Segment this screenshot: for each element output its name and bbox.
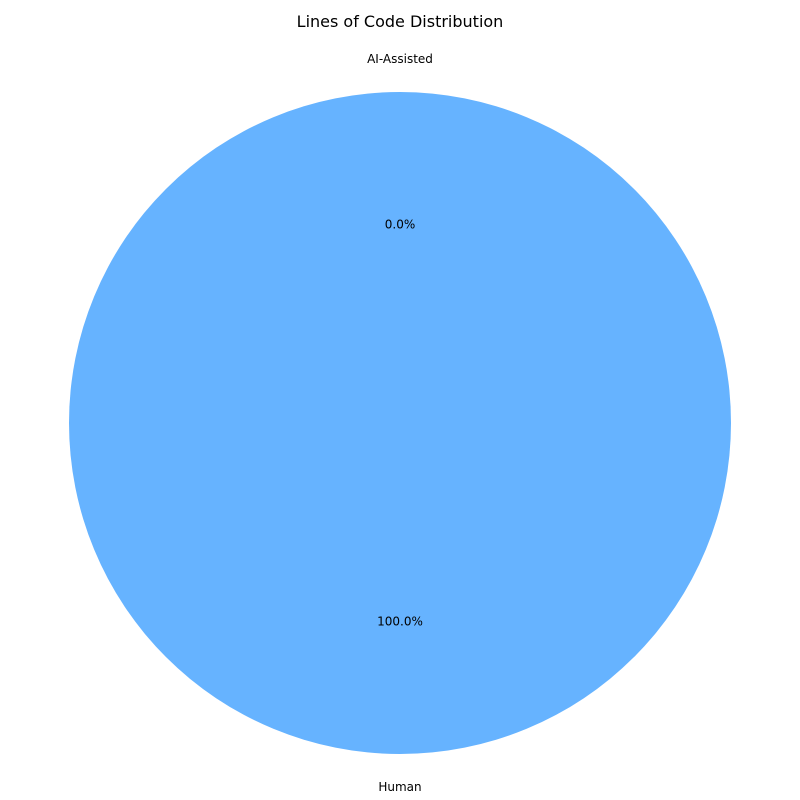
pie-slice-1 (69, 92, 731, 754)
slice-percent-0: 0.0% (385, 217, 416, 231)
slice-percent-1: 100.0% (377, 615, 423, 629)
slice-label-1: Human (378, 780, 421, 794)
slice-label-0: AI-Assisted (367, 52, 433, 66)
pie-slices (69, 92, 731, 754)
pie-labels: AI-Assisted 0.0% Human 100.0% (367, 52, 433, 794)
chart-title: Lines of Code Distribution (297, 12, 504, 31)
